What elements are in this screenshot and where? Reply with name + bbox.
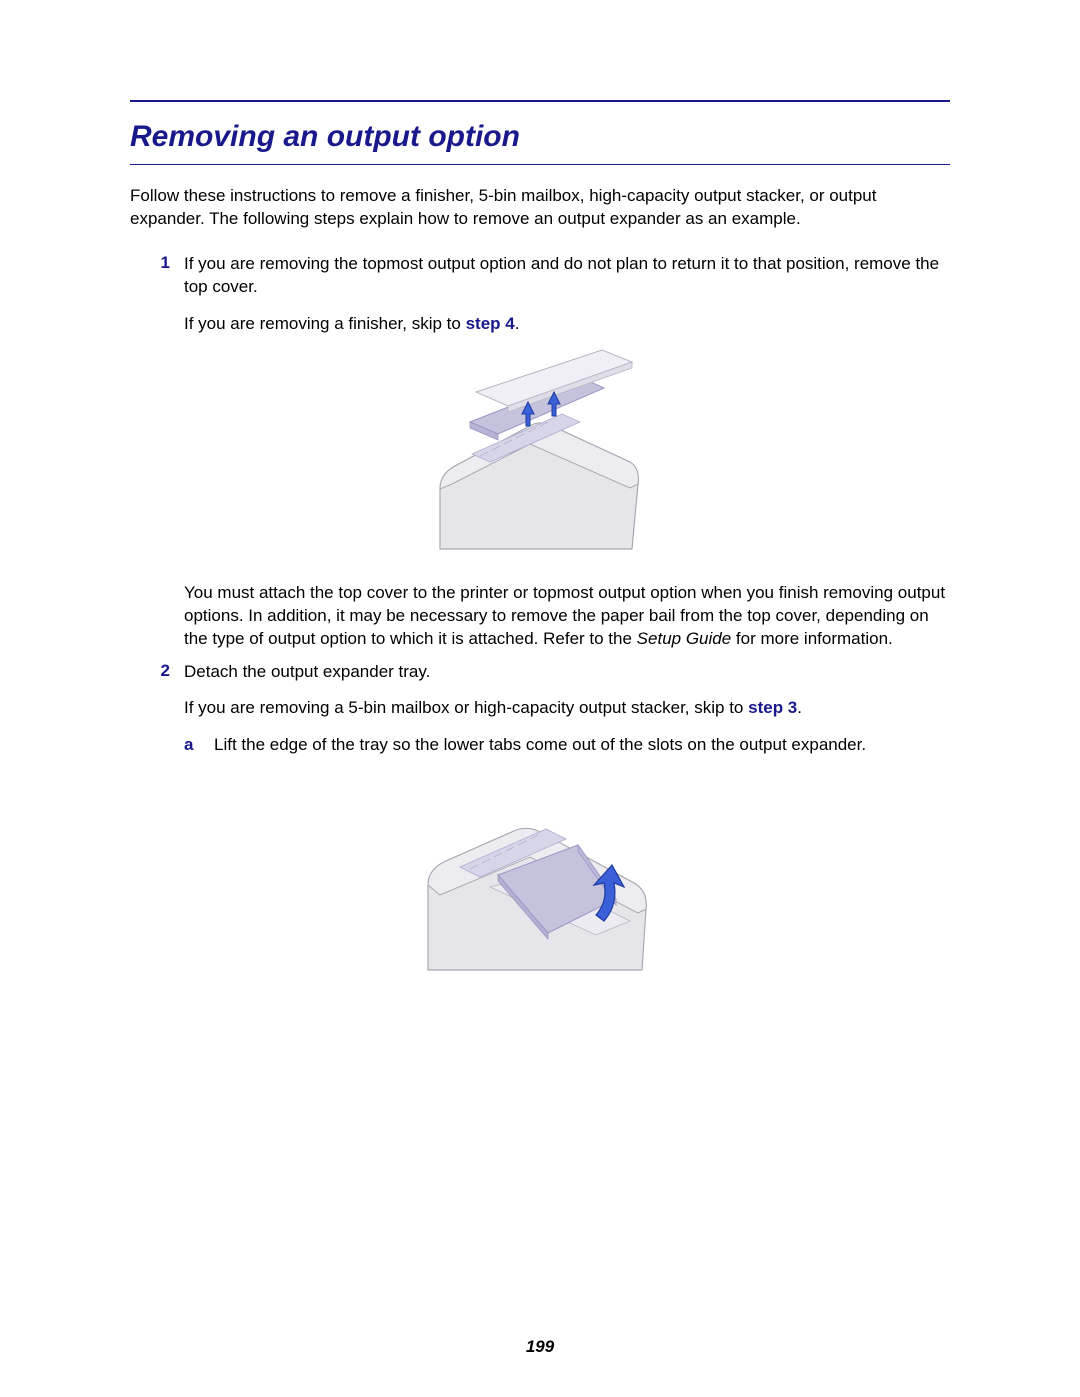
manual-page: Removing an output option Follow these i… — [0, 0, 1080, 1397]
step-number: 1 — [130, 253, 184, 273]
section-title: Removing an output option — [130, 120, 950, 154]
substep-text: Lift the edge of the tray so the lower t… — [214, 734, 950, 757]
figure-top-cover — [130, 344, 950, 564]
step2-sub-a: a Lift the edge of the tray so the lower… — [184, 734, 950, 757]
step-body: Detach the output expander tray. If you … — [184, 661, 950, 758]
step1-after-p: You must attach the top cover to the pri… — [184, 582, 950, 651]
title-under-rule — [130, 164, 950, 165]
step2-p1: Detach the output expander tray. — [184, 661, 950, 684]
step1-p1: If you are removing the topmost output o… — [184, 253, 950, 299]
tray-lift-illustration — [380, 775, 700, 975]
top-cover-illustration — [380, 344, 700, 564]
substep-letter: a — [184, 734, 214, 757]
step4-link[interactable]: step 4 — [466, 314, 515, 333]
step-number: 2 — [130, 661, 184, 681]
step2-p2: If you are removing a 5-bin mailbox or h… — [184, 697, 950, 720]
step3-link[interactable]: step 3 — [748, 698, 797, 717]
step-row-1: 1 If you are removing the topmost output… — [130, 253, 950, 336]
step-body: If you are removing the topmost output o… — [184, 253, 950, 336]
step1-after-body: You must attach the top cover to the pri… — [184, 582, 950, 651]
setup-guide-ref: Setup Guide — [637, 629, 732, 648]
step1-p2-b: . — [515, 314, 520, 333]
step1-after-b: for more information. — [731, 629, 893, 648]
top-rule — [130, 100, 950, 102]
step1-after-row: You must attach the top cover to the pri… — [130, 582, 950, 651]
step2-p2-a: If you are removing a 5-bin mailbox or h… — [184, 698, 748, 717]
step-row-2: 2 Detach the output expander tray. If yo… — [130, 661, 950, 758]
intro-text: Follow these instructions to remove a fi… — [130, 185, 950, 231]
step1-p2: If you are removing a finisher, skip to … — [184, 313, 950, 336]
step2-p2-b: . — [797, 698, 802, 717]
figure-tray-lift — [130, 775, 950, 975]
page-number: 199 — [0, 1337, 1080, 1357]
step1-p2-a: If you are removing a finisher, skip to — [184, 314, 466, 333]
